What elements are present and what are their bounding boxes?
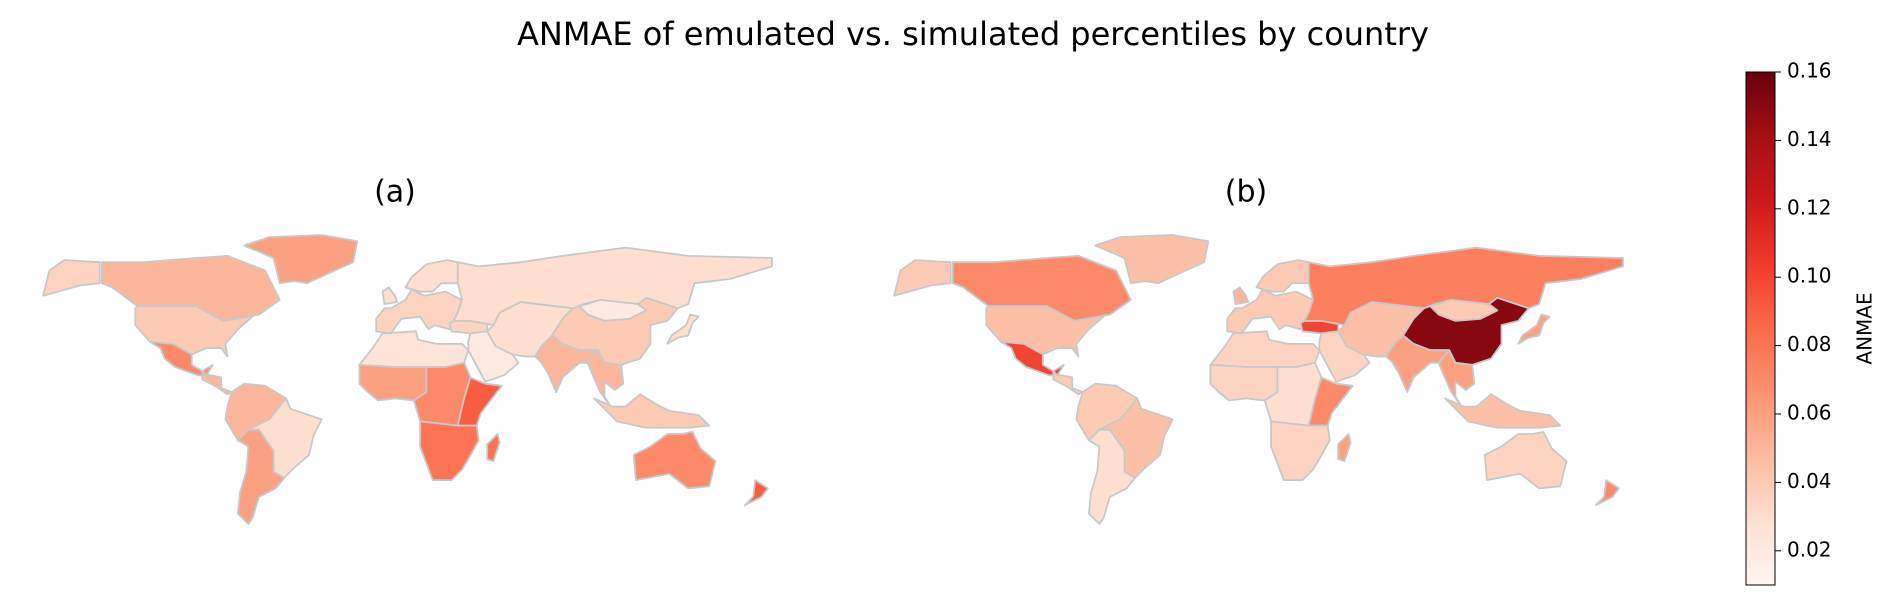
country-region bbox=[42, 259, 101, 297]
country-region bbox=[456, 376, 503, 427]
country-region bbox=[243, 234, 359, 285]
country-region bbox=[1209, 363, 1279, 402]
country-region bbox=[149, 340, 214, 377]
colorbar-tick-label: 0.12 bbox=[1787, 195, 1832, 219]
panel-label: (b) bbox=[1225, 175, 1267, 210]
country-region bbox=[1255, 259, 1310, 293]
country-region bbox=[236, 428, 285, 525]
country-region bbox=[1209, 330, 1321, 368]
country-region bbox=[1307, 376, 1354, 427]
country-region bbox=[452, 246, 773, 327]
country-region bbox=[358, 363, 428, 402]
country-region bbox=[201, 370, 233, 396]
country-region bbox=[486, 433, 501, 463]
colorbar-tick-label: 0.08 bbox=[1787, 332, 1832, 356]
country-region bbox=[893, 259, 952, 297]
country-region bbox=[1303, 246, 1624, 327]
panel-label: (a) bbox=[374, 175, 416, 210]
country-region bbox=[1318, 330, 1371, 383]
country-region bbox=[404, 259, 459, 293]
country-region bbox=[1088, 428, 1136, 525]
country-region bbox=[1594, 479, 1620, 507]
country-region bbox=[1000, 340, 1065, 377]
country-region bbox=[1232, 286, 1249, 306]
country-region bbox=[358, 330, 470, 368]
country-region bbox=[381, 286, 399, 306]
map bbox=[893, 234, 1624, 525]
country-region bbox=[419, 420, 480, 482]
country-region bbox=[586, 349, 625, 408]
map bbox=[42, 234, 773, 525]
chart-title: ANMAE of emulated vs. simulated percenti… bbox=[517, 15, 1429, 53]
colorbar-tick-label: 0.06 bbox=[1787, 401, 1832, 425]
colorbar-tick-label: 0.16 bbox=[1787, 59, 1832, 83]
country-region bbox=[1337, 433, 1352, 463]
country-region bbox=[1052, 370, 1084, 396]
country-region bbox=[743, 479, 769, 507]
country-region bbox=[632, 430, 717, 490]
colorbar-label: ANMAE bbox=[1853, 292, 1877, 364]
country-region bbox=[1444, 393, 1562, 429]
country-region bbox=[1094, 234, 1210, 285]
colorbar-tick-label: 0.14 bbox=[1787, 127, 1832, 151]
country-region bbox=[1270, 420, 1331, 482]
colorbar-tick-label: 0.02 bbox=[1787, 537, 1832, 561]
country-region bbox=[467, 330, 520, 383]
country-region bbox=[593, 393, 711, 429]
country-region bbox=[1517, 313, 1551, 345]
country-region bbox=[1483, 430, 1568, 490]
colorbar-tick-label: 0.04 bbox=[1787, 469, 1832, 493]
country-region bbox=[666, 313, 700, 345]
country-region bbox=[1437, 349, 1476, 408]
colorbar bbox=[1745, 71, 1776, 586]
colorbar-tick-label: 0.10 bbox=[1787, 264, 1832, 288]
